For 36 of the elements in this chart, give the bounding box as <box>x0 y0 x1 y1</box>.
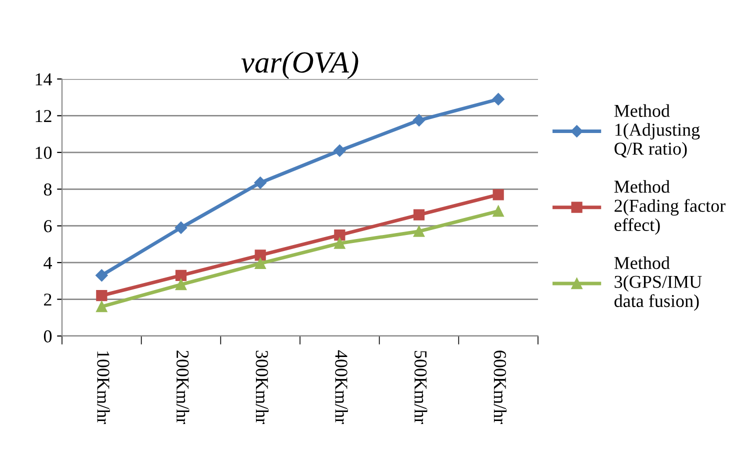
point <box>174 222 188 234</box>
point <box>175 279 187 290</box>
x-tick-label: 100Km/hr <box>97 351 110 424</box>
legend-label: Method 1(Adjusting Q/R ratio) <box>614 104 700 158</box>
legend-label: Method 2(Fading factor effect) <box>614 180 726 235</box>
point <box>175 270 187 281</box>
x-tick-label: 500Km/hr <box>414 350 428 424</box>
point <box>492 93 504 106</box>
point <box>96 290 108 302</box>
point <box>334 238 346 249</box>
y-tick-label: 10 <box>36 146 52 159</box>
y-tick-label: 12 <box>36 110 52 122</box>
point <box>412 114 426 126</box>
point <box>334 144 346 157</box>
y-tick-label: 0 <box>44 330 52 342</box>
y-tick-label: 4 <box>44 256 52 269</box>
x-tick-label: 200Km/hr <box>176 350 190 424</box>
point <box>254 250 266 261</box>
y-tick-label: 8 <box>44 183 52 196</box>
point <box>413 226 425 237</box>
point <box>334 229 346 241</box>
y-tick-label: 14 <box>36 73 52 86</box>
chart-title: var(OVA) <box>241 51 358 79</box>
point <box>413 209 425 220</box>
point <box>254 258 266 270</box>
point <box>492 189 504 200</box>
x-tick-label: 600Km/hr <box>494 350 507 424</box>
point <box>492 206 504 217</box>
x-tick-label: 400Km/hr <box>335 350 348 424</box>
y-tick-label: 6 <box>44 220 52 232</box>
point <box>96 301 108 312</box>
y-tick-label: 2 <box>44 294 52 306</box>
point <box>254 176 266 189</box>
legend-label: Method 3(GPS/IMU data fusion) <box>614 256 702 311</box>
point <box>96 269 108 282</box>
x-tick-label: 300Km/hr <box>256 350 269 424</box>
